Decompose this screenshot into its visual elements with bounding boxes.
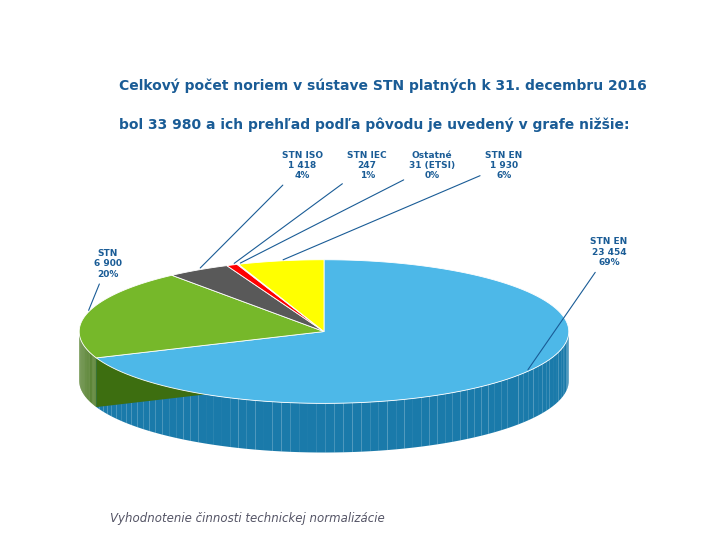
- Polygon shape: [343, 403, 353, 453]
- Polygon shape: [405, 399, 413, 449]
- Polygon shape: [191, 392, 198, 442]
- Text: STN EN
1 930
6%: STN EN 1 930 6%: [283, 151, 523, 260]
- Text: Ostatné
31 (ETSI)
0%: Ostatné 31 (ETSI) 0%: [240, 151, 455, 263]
- Polygon shape: [238, 399, 247, 449]
- Polygon shape: [107, 365, 112, 416]
- Polygon shape: [90, 353, 91, 403]
- Polygon shape: [317, 403, 326, 453]
- Polygon shape: [206, 395, 214, 445]
- Polygon shape: [396, 400, 405, 449]
- Polygon shape: [138, 378, 143, 429]
- Polygon shape: [550, 357, 553, 408]
- Polygon shape: [524, 371, 529, 422]
- Polygon shape: [335, 403, 343, 453]
- Polygon shape: [99, 360, 104, 412]
- Polygon shape: [534, 367, 538, 418]
- Polygon shape: [559, 349, 561, 401]
- Polygon shape: [96, 332, 324, 407]
- Polygon shape: [227, 265, 324, 332]
- Polygon shape: [198, 393, 206, 444]
- Polygon shape: [482, 385, 488, 436]
- Polygon shape: [117, 369, 121, 421]
- Polygon shape: [565, 342, 567, 394]
- Polygon shape: [445, 393, 453, 443]
- Text: Celkový počet noriem v sústave STN platných k 31. decembru 2016: Celkový počet noriem v sústave STN platn…: [119, 78, 647, 93]
- Text: STN
6 900
20%: STN 6 900 20%: [89, 249, 122, 310]
- Polygon shape: [273, 402, 282, 451]
- Polygon shape: [89, 352, 90, 402]
- Polygon shape: [561, 347, 563, 399]
- Polygon shape: [567, 336, 568, 388]
- Polygon shape: [453, 391, 460, 442]
- Polygon shape: [387, 400, 396, 450]
- Polygon shape: [556, 352, 559, 403]
- Polygon shape: [542, 362, 546, 413]
- Polygon shape: [421, 396, 429, 447]
- Polygon shape: [156, 384, 162, 435]
- Polygon shape: [256, 401, 264, 450]
- Polygon shape: [132, 376, 138, 427]
- Polygon shape: [238, 260, 324, 332]
- Polygon shape: [460, 390, 467, 440]
- Polygon shape: [308, 403, 317, 453]
- Polygon shape: [96, 260, 569, 403]
- Polygon shape: [96, 358, 99, 409]
- Polygon shape: [264, 401, 273, 451]
- Polygon shape: [299, 403, 308, 453]
- Polygon shape: [230, 398, 238, 448]
- Polygon shape: [143, 380, 149, 431]
- Polygon shape: [495, 381, 501, 432]
- Polygon shape: [162, 386, 169, 436]
- Polygon shape: [95, 357, 96, 407]
- Polygon shape: [172, 266, 324, 332]
- Text: STN EN
23 454
69%: STN EN 23 454 69%: [528, 238, 628, 370]
- Polygon shape: [518, 373, 524, 424]
- Polygon shape: [282, 402, 290, 452]
- Polygon shape: [413, 397, 421, 448]
- Text: STN ISO
1 418
4%: STN ISO 1 418 4%: [200, 151, 323, 268]
- Polygon shape: [546, 359, 550, 411]
- Polygon shape: [513, 375, 518, 427]
- Text: Vyhodnotenie činnosti technickej normalizácie: Vyhodnotenie činnosti technickej normali…: [110, 511, 385, 524]
- Polygon shape: [370, 402, 379, 451]
- Polygon shape: [96, 332, 324, 407]
- Polygon shape: [94, 356, 95, 406]
- Polygon shape: [79, 275, 324, 358]
- Polygon shape: [361, 402, 370, 451]
- Polygon shape: [563, 345, 565, 396]
- Polygon shape: [467, 388, 474, 439]
- Polygon shape: [176, 389, 184, 440]
- Text: TECHNICKÁ NORMALIZÁCIA: TECHNICKÁ NORMALIZÁCIA: [121, 45, 368, 60]
- Polygon shape: [474, 387, 482, 437]
- Polygon shape: [184, 390, 191, 441]
- Polygon shape: [507, 377, 513, 428]
- Polygon shape: [379, 401, 387, 451]
- Polygon shape: [553, 354, 556, 406]
- Polygon shape: [169, 387, 176, 438]
- Polygon shape: [112, 367, 117, 418]
- Polygon shape: [501, 379, 507, 430]
- Text: STN IEC
247
1%: STN IEC 247 1%: [234, 151, 387, 264]
- Polygon shape: [121, 372, 126, 423]
- Polygon shape: [326, 403, 335, 453]
- Polygon shape: [214, 396, 222, 446]
- Polygon shape: [529, 369, 534, 420]
- Polygon shape: [353, 402, 361, 452]
- Text: bol 33 980 a ich prehľad podľa pôvodu je uvedený v grafe nižšie:: bol 33 980 a ich prehľad podľa pôvodu je…: [119, 117, 629, 132]
- Polygon shape: [104, 363, 107, 414]
- Polygon shape: [429, 395, 437, 445]
- Polygon shape: [247, 400, 256, 450]
- Polygon shape: [91, 354, 93, 404]
- Polygon shape: [538, 364, 542, 416]
- Polygon shape: [437, 394, 445, 444]
- Polygon shape: [488, 383, 495, 434]
- Polygon shape: [93, 355, 94, 405]
- Polygon shape: [126, 374, 132, 425]
- Polygon shape: [149, 382, 156, 433]
- Polygon shape: [237, 264, 324, 332]
- Polygon shape: [290, 403, 299, 452]
- Polygon shape: [222, 397, 230, 447]
